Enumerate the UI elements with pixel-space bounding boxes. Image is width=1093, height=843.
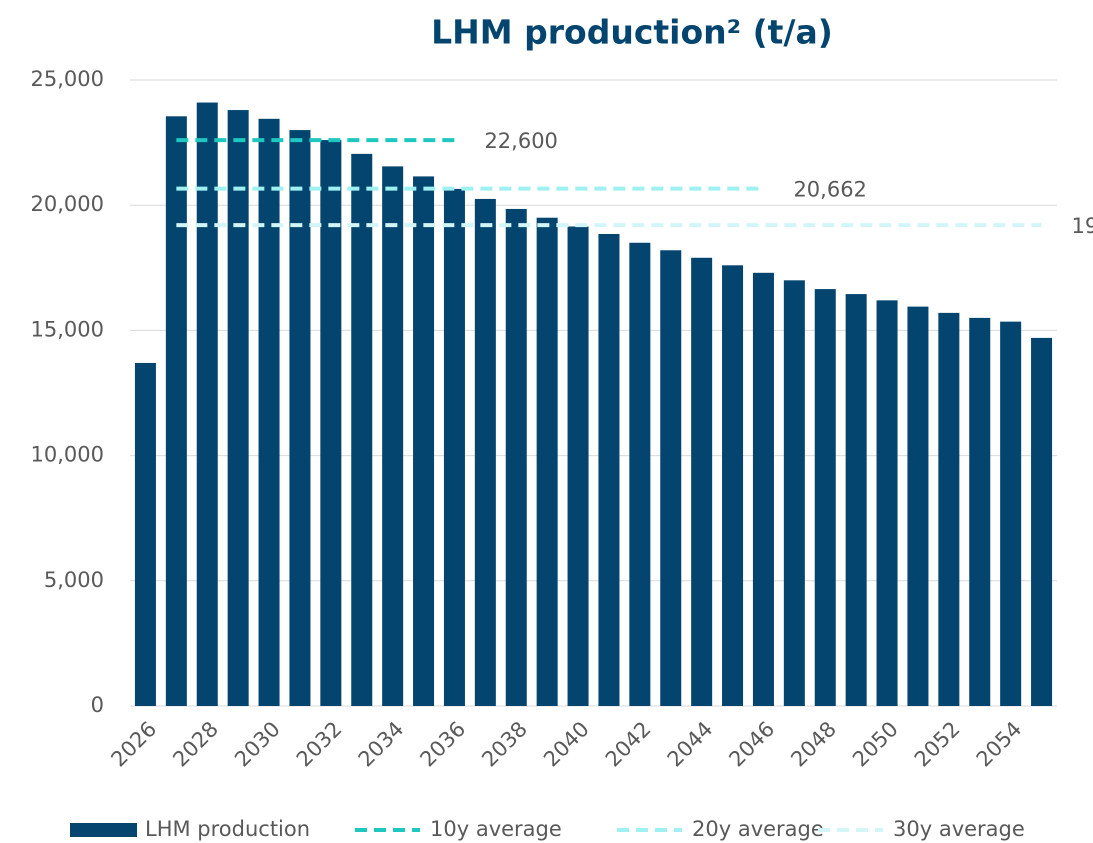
y-tick-label: 5,000 [44,568,104,592]
y-tick-label: 10,000 [31,443,104,467]
bar [505,208,527,706]
bar [629,242,651,706]
bar [969,317,991,706]
bar [845,294,867,706]
bar [938,312,960,706]
legend-label: 10y average [430,817,562,841]
bar [382,166,404,706]
x-tick-label: 2044 [663,717,718,772]
x-tick-label: 2052 [910,717,965,772]
bar [814,289,836,706]
bar [443,188,465,706]
bar [351,153,373,707]
bar [907,306,929,706]
bar [536,217,558,706]
bar [134,362,156,706]
x-tick-label: 2046 [724,717,779,772]
x-tick-label: 2026 [106,717,161,772]
bar [752,272,774,706]
chart-title: LHM production² (t/a) [431,13,833,52]
y-tick-label: 20,000 [31,192,104,216]
bar [567,226,589,706]
bar [196,102,218,706]
x-tick-label: 2050 [848,717,903,772]
bar [413,176,435,707]
x-tick-label: 2032 [292,717,347,772]
x-tick-label: 2038 [477,717,532,772]
y-tick-label: 25,000 [31,67,104,91]
bar [660,250,682,706]
bar [165,116,187,707]
data-label: 22,600 [484,129,557,153]
bar [474,198,496,706]
bar [722,265,744,706]
x-tick-label: 2030 [230,717,285,772]
bar [289,130,311,706]
data-label: 20,662 [793,178,866,202]
legend-label: 30y average [893,817,1025,841]
x-tick-label: 2040 [539,717,594,772]
bar [258,118,280,706]
bar [598,233,620,706]
bar [876,300,898,706]
bar [227,110,249,707]
x-tick-label: 2034 [354,717,409,772]
bar [1000,321,1022,706]
x-tick-label: 2042 [601,717,656,772]
bar [1031,337,1053,706]
y-tick-label: 0 [91,693,104,717]
bar [691,257,713,706]
y-tick-label: 15,000 [31,317,104,341]
data-label: 19,202 [1072,214,1093,238]
bar [320,140,342,706]
x-tick-label: 2028 [168,717,223,772]
x-tick-label: 2048 [786,717,841,772]
legend-label: 20y average [692,817,824,841]
x-tick-label: 2036 [415,717,470,772]
legend-swatch [70,823,137,837]
x-tick-label: 2054 [972,717,1027,772]
bar [783,280,805,706]
legend-label: LHM production [145,817,310,841]
